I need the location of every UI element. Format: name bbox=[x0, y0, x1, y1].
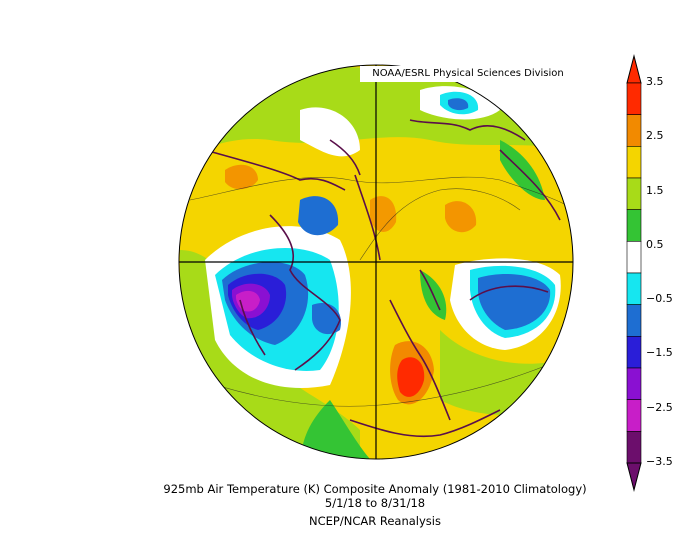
colorbar-segment bbox=[626, 146, 642, 179]
colorbar-tick-label: −1.5 bbox=[646, 346, 673, 360]
colorbar-segment bbox=[626, 177, 642, 210]
caption-title: 925mb Air Temperature (K) Composite Anom… bbox=[163, 482, 587, 496]
colorbar bbox=[626, 54, 642, 492]
colorbar-segment bbox=[626, 431, 642, 464]
colorbar-tick-label: 2.5 bbox=[646, 129, 664, 143]
colorbar-segment bbox=[626, 399, 642, 432]
colorbar-segment bbox=[626, 304, 642, 337]
colorbar-tick-label: 1.5 bbox=[646, 183, 664, 197]
colorbar-tick-label: −2.5 bbox=[646, 400, 673, 414]
contours bbox=[189, 176, 573, 407]
colorbar-segment bbox=[626, 241, 642, 274]
colorbar-segment bbox=[626, 82, 642, 115]
caption-source: NCEP/NCAR Reanalysis bbox=[309, 514, 441, 528]
colorbar-tick-label: 0.5 bbox=[646, 237, 664, 251]
credit-label: NOAA/ESRL Physical Sciences Division bbox=[360, 66, 576, 82]
colorbar-segment bbox=[626, 209, 642, 242]
colorbar-segment bbox=[626, 272, 642, 305]
caption-dates: 5/1/18 to 8/31/18 bbox=[324, 496, 426, 510]
colorbar-tick-label: −0.5 bbox=[646, 292, 673, 306]
colorbar-segment bbox=[626, 114, 642, 147]
map-disk bbox=[179, 65, 573, 459]
colorbar-bottom-arrow bbox=[626, 462, 642, 492]
colorbar-tick-label: −3.5 bbox=[646, 455, 673, 468]
colorbar-tick-label: 3.5 bbox=[646, 75, 664, 88]
colorbar-top-arrow bbox=[626, 54, 642, 84]
colorbar-segment bbox=[626, 336, 642, 369]
colorbar-segment bbox=[626, 367, 642, 400]
